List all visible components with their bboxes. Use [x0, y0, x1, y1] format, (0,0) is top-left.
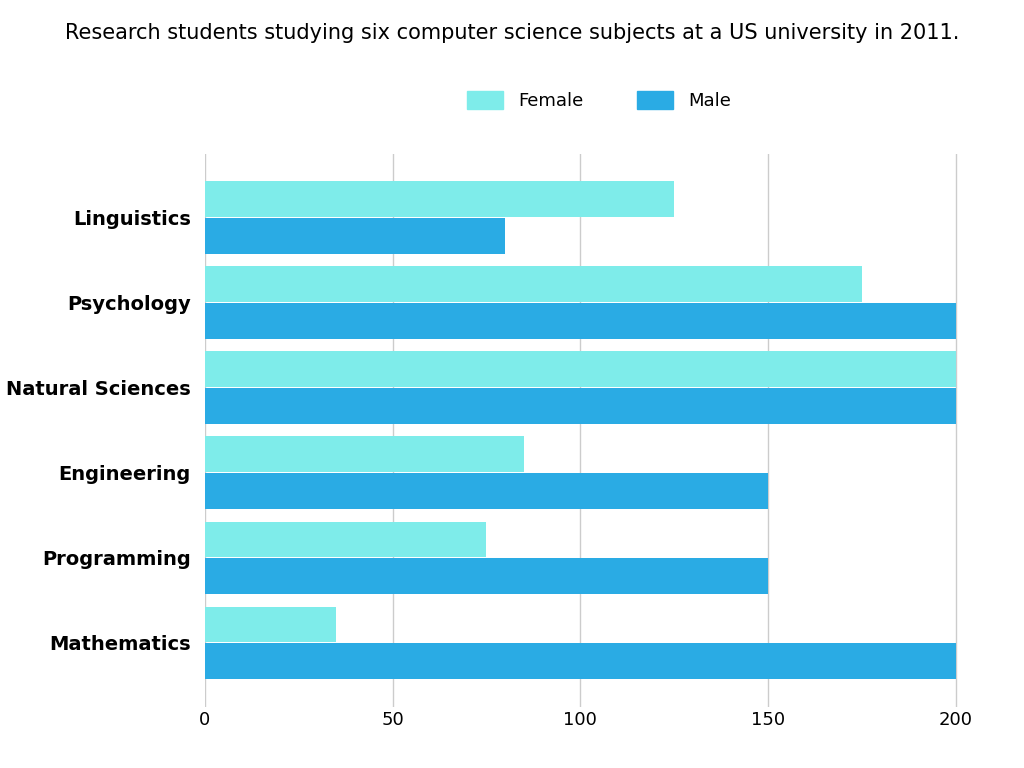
- Bar: [205, 558, 768, 594]
- Bar: [205, 266, 862, 302]
- Bar: [205, 521, 486, 558]
- Bar: [205, 388, 955, 424]
- Bar: [205, 352, 955, 387]
- Bar: [205, 607, 336, 642]
- Bar: [205, 473, 768, 508]
- Legend: Female, Male: Female, Male: [467, 91, 731, 110]
- Bar: [205, 436, 524, 472]
- Bar: [205, 218, 505, 253]
- Bar: [205, 303, 955, 339]
- Bar: [205, 643, 955, 679]
- Bar: [205, 181, 674, 217]
- Text: Research students studying six computer science subjects at a US university in 2: Research students studying six computer …: [65, 23, 959, 43]
